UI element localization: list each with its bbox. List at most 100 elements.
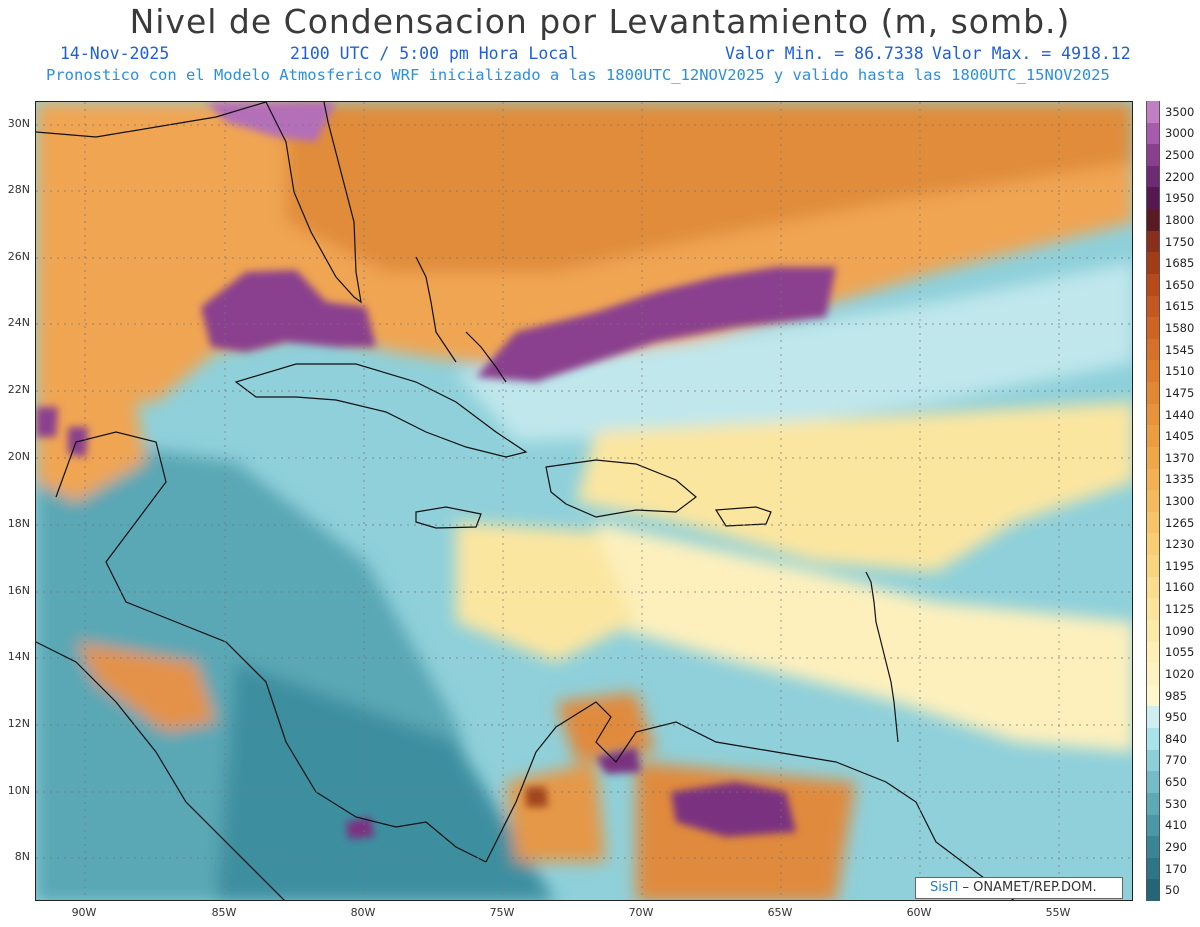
forecast-description: Pronostico con el Modelo Atmosferico WRF… bbox=[46, 66, 1110, 84]
lat-label: 28N bbox=[7, 183, 30, 196]
colorbar-swatch bbox=[1146, 295, 1160, 318]
lat-label: 16N bbox=[7, 584, 30, 597]
colorbar-swatch bbox=[1146, 490, 1160, 513]
min-value: Valor Min. = 86.7338 bbox=[725, 44, 924, 63]
colorbar-label: 1160 bbox=[1165, 580, 1195, 595]
colorbar-swatch bbox=[1146, 771, 1160, 794]
colorbar-swatch bbox=[1146, 144, 1160, 167]
colorbar-label: 770 bbox=[1165, 753, 1187, 768]
colorbar-swatch bbox=[1146, 468, 1160, 491]
colorbar-swatch bbox=[1146, 857, 1160, 880]
credit-box: SisΠ – ONAMET/REP.DOM. bbox=[915, 877, 1123, 899]
colorbar-swatch bbox=[1146, 403, 1160, 426]
colorbar-label: 950 bbox=[1165, 710, 1187, 725]
colorbar-label: 1195 bbox=[1165, 558, 1195, 573]
colorbar-swatch bbox=[1146, 641, 1160, 664]
colorbar-label: 1090 bbox=[1165, 623, 1195, 638]
colorbar-swatch bbox=[1146, 252, 1160, 275]
colorbar-label: 530 bbox=[1165, 796, 1187, 811]
lat-label: 26N bbox=[7, 250, 30, 263]
colorbar-label: 1510 bbox=[1165, 364, 1195, 379]
colorbar-label: 985 bbox=[1165, 688, 1187, 703]
lcl-field-map bbox=[36, 102, 1132, 900]
sispi-logo-text: SisΠ bbox=[930, 880, 959, 895]
lon-label: 60W bbox=[906, 906, 932, 919]
colorbar-swatch bbox=[1146, 684, 1160, 707]
lat-label: 18N bbox=[7, 517, 30, 530]
colorbar-label: 1580 bbox=[1165, 321, 1195, 336]
colorbar-swatch bbox=[1146, 425, 1160, 448]
colorbar-label: 1370 bbox=[1165, 450, 1195, 465]
colorbar-swatch bbox=[1146, 101, 1160, 124]
colorbar-label: 1950 bbox=[1165, 191, 1195, 206]
colorbar-label: 1800 bbox=[1165, 212, 1195, 227]
lat-label: 12N bbox=[7, 717, 30, 730]
colorbar-label: 290 bbox=[1165, 839, 1187, 854]
colorbar-label: 170 bbox=[1165, 861, 1187, 876]
colorbar-label: 1405 bbox=[1165, 429, 1195, 444]
colorbar-swatch bbox=[1146, 446, 1160, 470]
colorbar-label: 1750 bbox=[1165, 234, 1195, 249]
colorbar-swatch bbox=[1146, 209, 1160, 232]
colorbar-swatch bbox=[1146, 360, 1160, 383]
colorbar-swatch bbox=[1146, 598, 1160, 621]
colorbar-label: 1125 bbox=[1165, 602, 1195, 617]
colorbar-label: 3000 bbox=[1165, 126, 1195, 141]
colorbar-label: 1475 bbox=[1165, 385, 1195, 400]
colorbar-label: 1230 bbox=[1165, 537, 1195, 552]
colorbar-label: 1440 bbox=[1165, 407, 1195, 422]
coastlines bbox=[36, 102, 1015, 900]
colorbar-swatch bbox=[1146, 273, 1160, 297]
credit-org: – ONAMET/REP.DOM. bbox=[958, 880, 1097, 895]
colorbar-label: 1615 bbox=[1165, 299, 1195, 314]
lat-label: 8N bbox=[14, 850, 30, 863]
lat-label: 30N bbox=[7, 117, 30, 130]
colorbar-swatch bbox=[1146, 230, 1160, 253]
colorbar-swatch bbox=[1146, 619, 1160, 643]
lon-label: 70W bbox=[628, 906, 654, 919]
colorbar-swatch bbox=[1146, 879, 1160, 902]
colorbar-swatch bbox=[1146, 792, 1160, 815]
colorbar-swatch bbox=[1146, 317, 1160, 340]
colorbar-label: 1650 bbox=[1165, 277, 1195, 292]
colorbar-label: 3500 bbox=[1165, 104, 1195, 119]
colorbar-swatch bbox=[1146, 836, 1160, 859]
colorbar-label: 1020 bbox=[1165, 666, 1195, 681]
colorbar-swatch bbox=[1146, 165, 1160, 188]
lat-label: 14N bbox=[7, 650, 30, 663]
colorbar-label: 1685 bbox=[1165, 256, 1195, 271]
colorbar-swatch bbox=[1146, 728, 1160, 751]
lon-label: 80W bbox=[350, 906, 376, 919]
colorbar-label: 650 bbox=[1165, 775, 1187, 790]
colorbar-label: 1055 bbox=[1165, 645, 1195, 660]
map-panel bbox=[35, 101, 1133, 901]
colorbar-label: 410 bbox=[1165, 818, 1187, 833]
colorbar-swatch bbox=[1146, 814, 1160, 837]
forecast-time: 2100 UTC / 5:00 pm Hora Local bbox=[290, 44, 579, 63]
forecast-date: 14-Nov-2025 bbox=[60, 44, 170, 63]
colorbar-swatch bbox=[1146, 122, 1160, 145]
colorbar-swatch bbox=[1146, 511, 1160, 534]
colorbar-label: 2500 bbox=[1165, 148, 1195, 163]
colorbar-swatch bbox=[1146, 749, 1160, 772]
lon-label: 85W bbox=[211, 906, 237, 919]
colorbar-label: 50 bbox=[1165, 883, 1180, 898]
colorbar-swatch bbox=[1146, 382, 1160, 405]
colorbar-swatch bbox=[1146, 338, 1160, 361]
colorbar-swatch bbox=[1146, 576, 1160, 599]
colorbar-label: 840 bbox=[1165, 731, 1187, 746]
lat-label: 22N bbox=[7, 383, 30, 396]
map-title: Nivel de Condensacion por Levantamiento … bbox=[129, 2, 1071, 41]
colorbar-swatch bbox=[1146, 706, 1160, 729]
colorbar-label: 1300 bbox=[1165, 494, 1195, 508]
colorbar-swatch bbox=[1146, 187, 1160, 210]
max-value: Valor Max. = 4918.12 bbox=[932, 44, 1131, 63]
lon-label: 90W bbox=[71, 906, 97, 919]
colorbar-label: 1545 bbox=[1165, 342, 1195, 357]
colorbar-label: 1335 bbox=[1165, 472, 1195, 487]
colorbar-label: 2200 bbox=[1165, 169, 1195, 184]
lon-label: 75W bbox=[489, 906, 515, 919]
lat-label: 20N bbox=[7, 450, 30, 463]
lat-label: 10N bbox=[7, 784, 30, 797]
colorbar-swatch bbox=[1146, 533, 1160, 556]
